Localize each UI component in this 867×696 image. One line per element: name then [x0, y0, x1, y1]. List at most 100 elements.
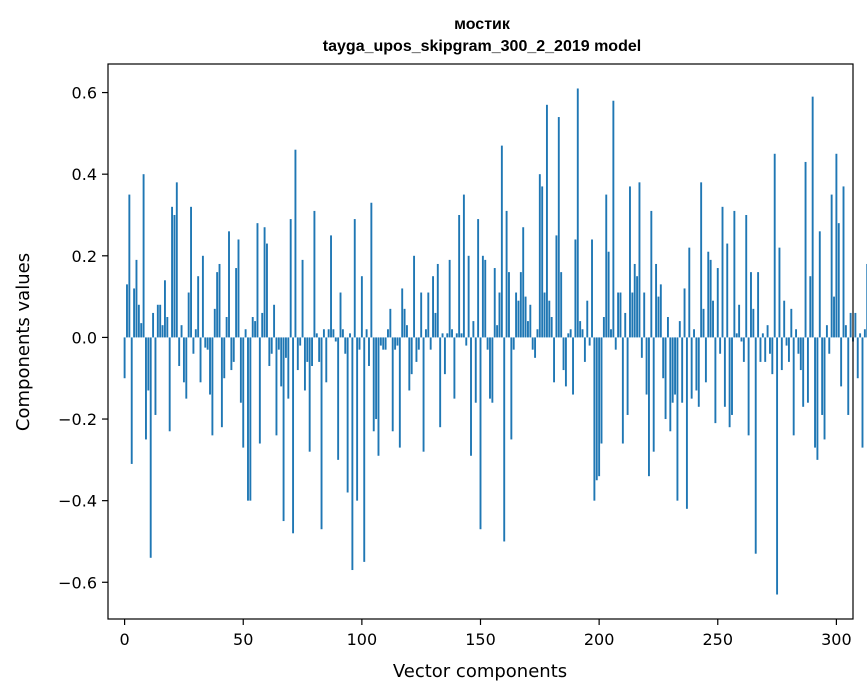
- bar-203: [605, 194, 608, 338]
- bar-96: [351, 337, 354, 571]
- bar-50: [242, 337, 245, 448]
- bar-23: [178, 337, 181, 366]
- bar-28: [190, 206, 192, 338]
- bar-254: [726, 243, 729, 338]
- bar-44: [228, 231, 230, 338]
- bar-80: [313, 210, 316, 338]
- bar-131: [434, 312, 437, 338]
- bar-68: [284, 337, 287, 358]
- y-tick-label: 0.0: [72, 328, 97, 347]
- bar-163: [510, 337, 513, 440]
- bar-268: [759, 337, 762, 362]
- bar-261: [742, 337, 745, 362]
- bar-310: [859, 333, 862, 338]
- bar-232: [674, 337, 677, 395]
- bar-53: [249, 337, 252, 501]
- bar-79: [311, 337, 313, 366]
- bar-269: [761, 333, 764, 338]
- bar-262: [745, 214, 748, 338]
- bar-113: [391, 337, 394, 432]
- x-tick-label: 200: [584, 630, 615, 649]
- bar-257: [733, 210, 736, 338]
- bar-119: [406, 325, 408, 338]
- bar-128: [427, 292, 430, 338]
- bar-137: [448, 259, 451, 338]
- bar-114: [394, 337, 397, 350]
- x-axis-ticks: 0 50 100 150 200 250 300: [120, 619, 852, 649]
- bar-255: [728, 337, 731, 428]
- bar-173: [534, 337, 537, 358]
- bar-1: [126, 284, 128, 338]
- bar-154: [489, 337, 491, 399]
- bar-283: [795, 329, 798, 338]
- bar-297: [828, 337, 831, 354]
- bar-122: [413, 255, 416, 338]
- bar-111: [387, 329, 389, 338]
- bar-218: [640, 337, 643, 358]
- bar-3: [130, 337, 133, 464]
- bar-75: [301, 259, 304, 338]
- bar-42: [223, 337, 226, 379]
- bar-204: [607, 251, 610, 338]
- bar-145: [467, 255, 470, 338]
- bar-309: [856, 337, 859, 379]
- bar-300: [835, 153, 838, 338]
- bar-153: [486, 337, 489, 350]
- bar-260: [740, 337, 743, 342]
- bar-236: [683, 288, 686, 338]
- bar-20: [171, 206, 174, 338]
- bar-41: [220, 337, 223, 428]
- bar-34: [204, 337, 207, 348]
- bar-58: [261, 312, 264, 338]
- x-tick-label: 300: [821, 630, 852, 649]
- bar-229: [666, 317, 669, 338]
- bar-164: [512, 337, 515, 350]
- bar-117: [401, 288, 404, 338]
- bar-288: [806, 337, 809, 403]
- bar-161: [505, 210, 508, 338]
- bar-37: [211, 337, 214, 436]
- bar-67: [282, 337, 285, 522]
- bar-235: [681, 337, 684, 403]
- x-tick-label: 50: [233, 630, 253, 649]
- bar-136: [446, 333, 449, 338]
- chart-subtitle: tayga_upos_skipgram_300_2_2019 model: [323, 38, 641, 55]
- bar-126: [422, 337, 425, 452]
- bar-246: [707, 251, 710, 338]
- bar-180: [550, 317, 553, 338]
- bar-250: [716, 268, 719, 338]
- bar-25: [182, 337, 185, 383]
- bar-184: [560, 272, 563, 338]
- bar-311: [861, 337, 864, 448]
- bar-259: [738, 304, 741, 338]
- bar-115: [396, 337, 399, 346]
- bar-240: [693, 329, 695, 338]
- bar-129: [429, 337, 432, 350]
- bar-99: [358, 337, 361, 350]
- bar-4: [133, 288, 136, 338]
- bars-group: [123, 88, 867, 595]
- bar-205: [610, 329, 612, 338]
- bar-172: [531, 337, 534, 350]
- bar-127: [424, 329, 427, 338]
- bar-191: [576, 88, 579, 338]
- bar-298: [830, 194, 833, 338]
- bar-202: [602, 317, 605, 338]
- bar-185: [562, 337, 565, 371]
- bar-243: [700, 182, 703, 338]
- bar-92: [341, 329, 344, 338]
- bar-21: [173, 214, 176, 338]
- bar-271: [766, 325, 769, 338]
- bar-69: [287, 337, 290, 399]
- bar-103: [368, 337, 370, 366]
- x-tick-label: 250: [702, 630, 733, 649]
- bar-253: [723, 337, 726, 407]
- bar-272: [769, 337, 771, 354]
- bar-64: [275, 337, 278, 436]
- bar-258: [735, 333, 738, 338]
- bar-182: [555, 235, 558, 338]
- x-tick-label: 100: [347, 630, 378, 649]
- bar-102: [365, 329, 368, 338]
